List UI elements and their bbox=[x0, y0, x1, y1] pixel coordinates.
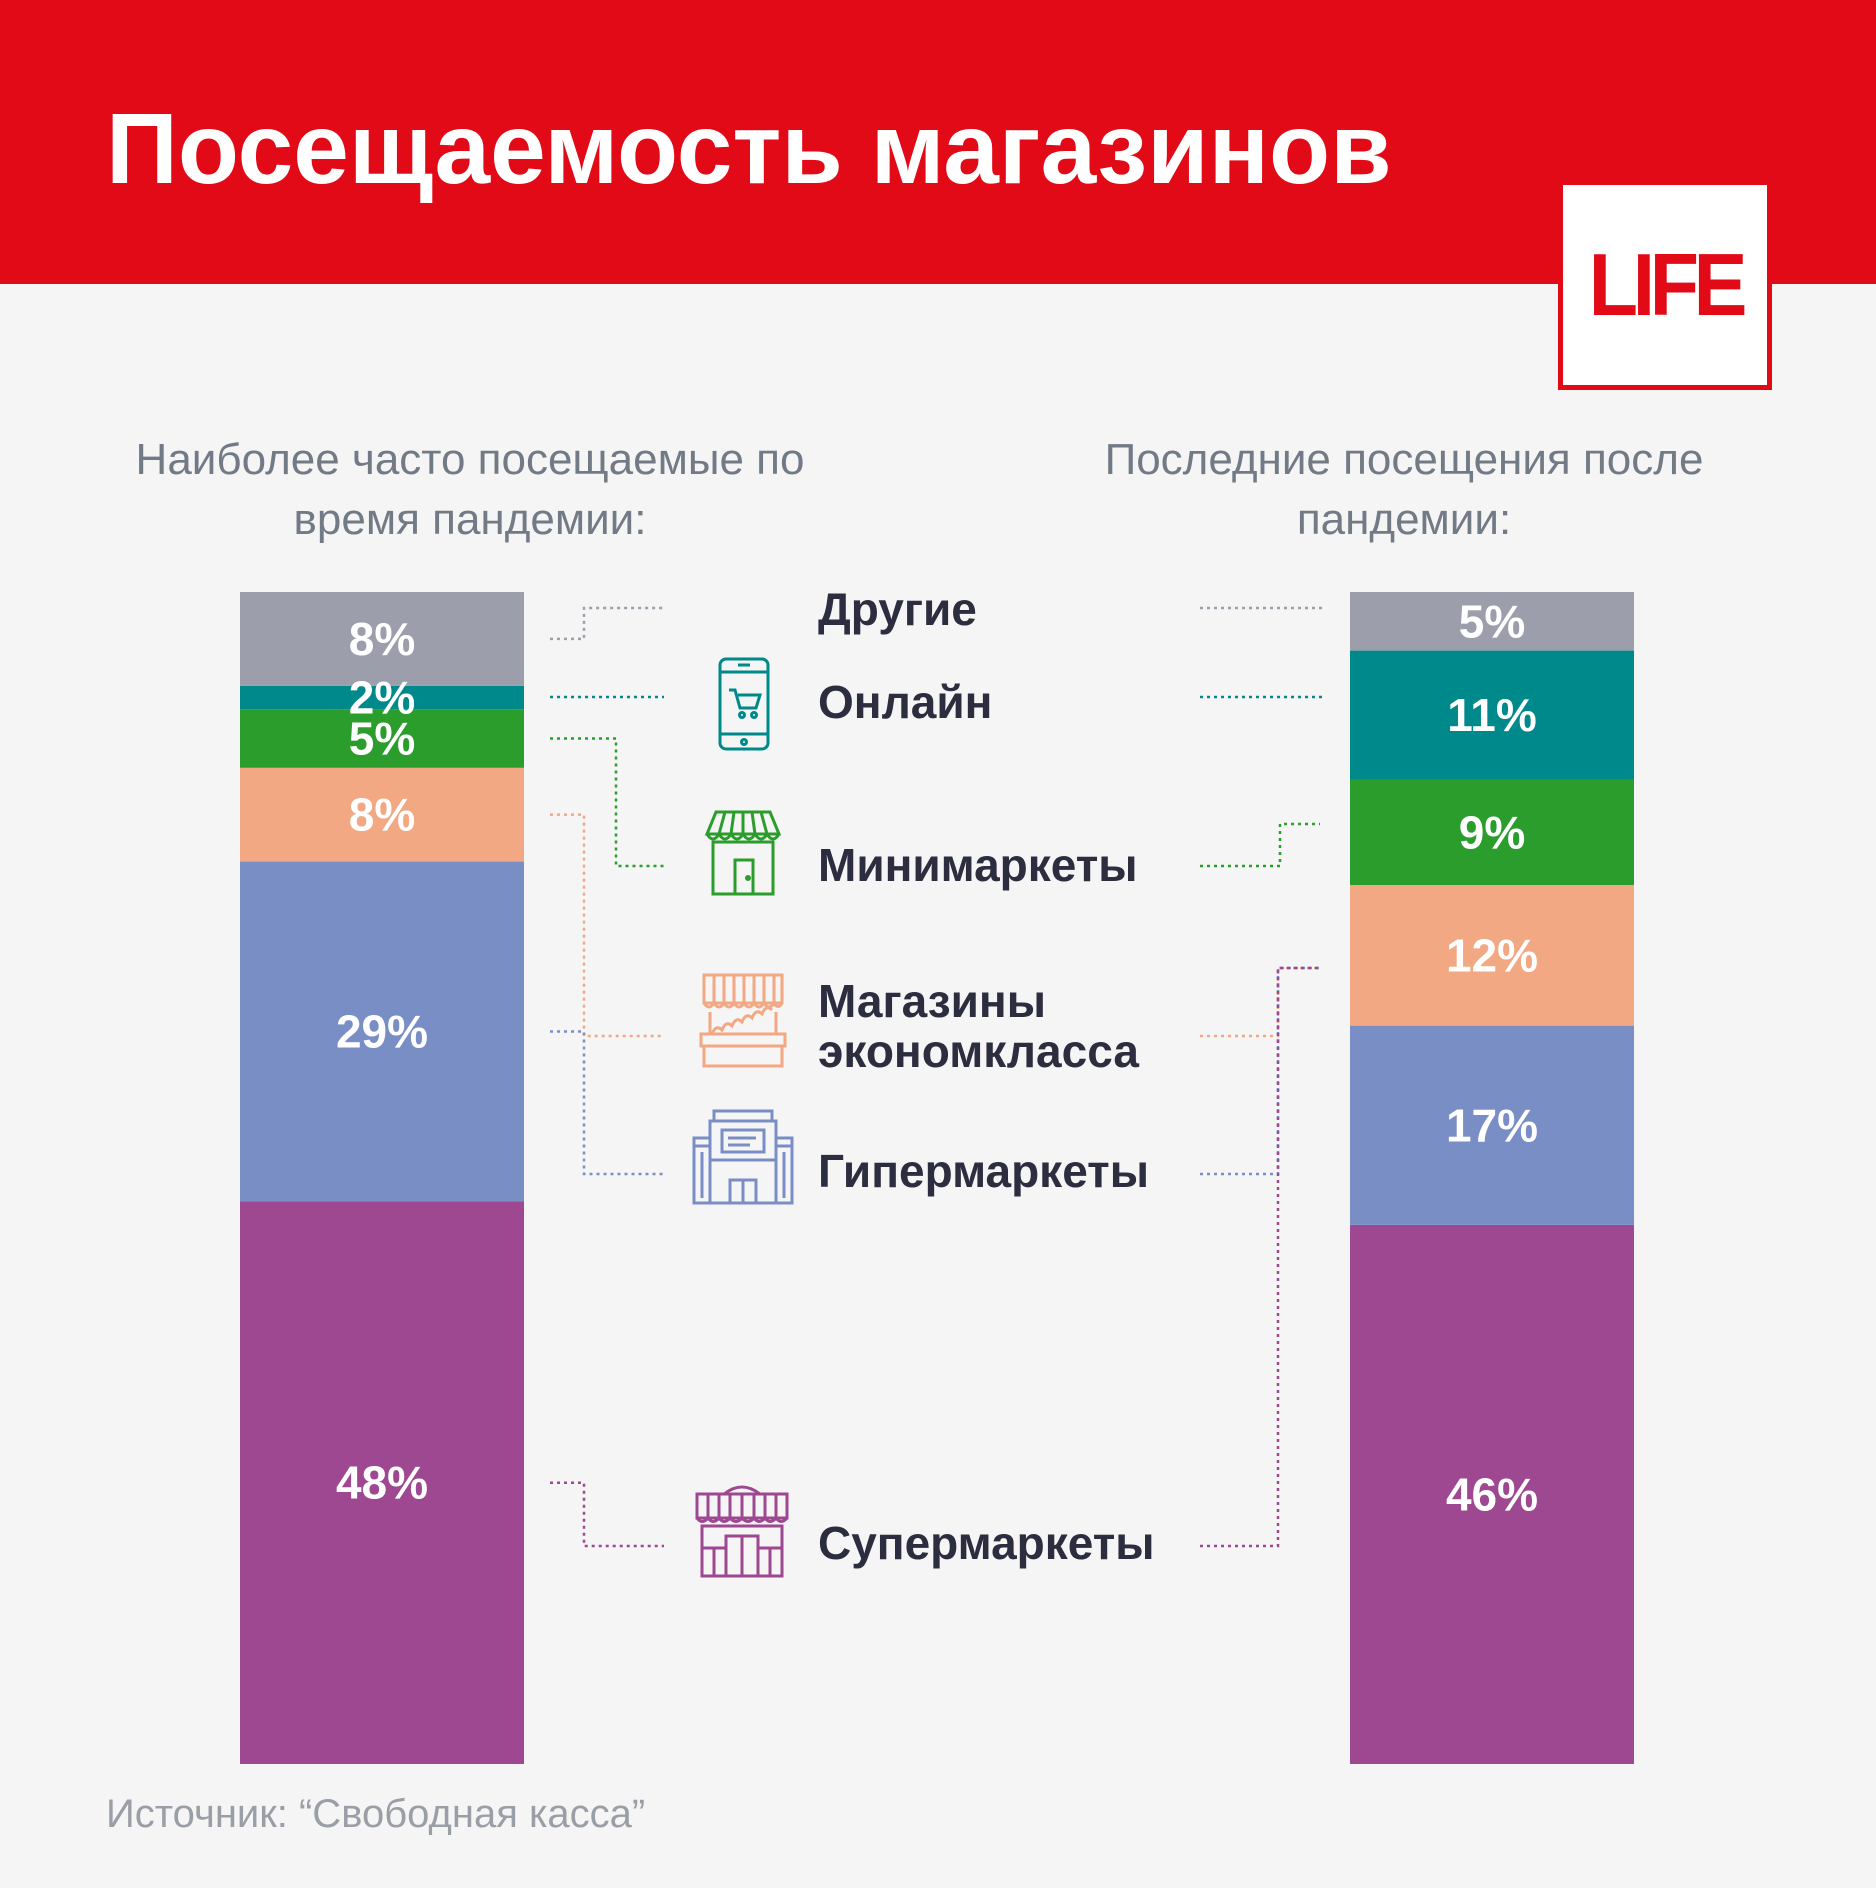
connector-left-2 bbox=[550, 737, 664, 868]
label-supermarkets: Супермаркеты bbox=[818, 1517, 1155, 1569]
bar2-segment-0 bbox=[1350, 592, 1634, 651]
connector-left-4 bbox=[550, 1030, 664, 1176]
label-economy-stores: Магазины экономкласса bbox=[818, 975, 1139, 1077]
bar2-value-label-4: 17% bbox=[1446, 1099, 1538, 1151]
bar1-segment-1 bbox=[240, 685, 524, 710]
bar2-segment-3 bbox=[1350, 885, 1634, 1026]
connector-right-3 bbox=[1200, 966, 1320, 1038]
bar2-segment-5 bbox=[1350, 1224, 1634, 1764]
bar2-value-label-2: 9% bbox=[1459, 806, 1525, 858]
connector-right-4 bbox=[1200, 966, 1320, 1176]
label-hypermarkets: Гипермаркеты bbox=[818, 1145, 1149, 1197]
smartphone-cart-icon bbox=[718, 657, 770, 751]
source-note: Источник: “Свободная касса” bbox=[106, 1792, 646, 1836]
bar1-segment-3 bbox=[240, 767, 524, 862]
minimarket-icon bbox=[704, 810, 782, 896]
connector-left-3 bbox=[550, 813, 664, 1038]
hypermarket-icon bbox=[692, 1109, 794, 1205]
bar1-value-label-2: 5% bbox=[349, 713, 415, 765]
bar1-value-label-5: 48% bbox=[336, 1457, 428, 1509]
bar1-segment-2 bbox=[240, 709, 524, 768]
bar1-value-label-3: 8% bbox=[349, 789, 415, 841]
connector-right-2 bbox=[1200, 822, 1320, 868]
label-minimarkets: Минимаркеты bbox=[818, 839, 1138, 891]
bar1-segment-5 bbox=[240, 1201, 524, 1764]
logo-text: LIFE bbox=[1588, 235, 1747, 334]
subtitle-left: Наиболее часто посещаемые по время панде… bbox=[135, 435, 805, 544]
life-logo: LIFE bbox=[1558, 180, 1772, 390]
bar2-value-label-3: 12% bbox=[1446, 929, 1538, 981]
bar2-value-label-1: 11% bbox=[1447, 689, 1537, 741]
economy-store-icon bbox=[699, 973, 787, 1068]
connector-left-5 bbox=[550, 1481, 664, 1548]
page-title: Посещаемость магазинов bbox=[106, 93, 1392, 205]
bar2-segment-4 bbox=[1350, 1025, 1634, 1225]
bar2-segment-2 bbox=[1350, 779, 1634, 885]
label-online: Онлайн bbox=[818, 676, 993, 728]
bar2-segment-1 bbox=[1350, 650, 1634, 780]
bar1-value-label-0: 8% bbox=[349, 613, 415, 665]
bar2-value-label-5: 46% bbox=[1446, 1468, 1538, 1520]
supermarket-icon bbox=[695, 1485, 789, 1578]
bar2-value-label-0: 5% bbox=[1459, 595, 1525, 647]
bar1-segment-0 bbox=[240, 592, 524, 686]
bar1-value-label-4: 29% bbox=[336, 1006, 428, 1058]
subtitle-right: Последние посещения после пандемии: bbox=[1104, 435, 1704, 544]
label-other: Другие bbox=[818, 583, 977, 635]
bar1-segment-4 bbox=[240, 861, 524, 1202]
connector-right-5 bbox=[1200, 966, 1320, 1548]
bar1-value-label-1: 2% bbox=[349, 671, 415, 723]
connector-left-0 bbox=[550, 606, 664, 641]
